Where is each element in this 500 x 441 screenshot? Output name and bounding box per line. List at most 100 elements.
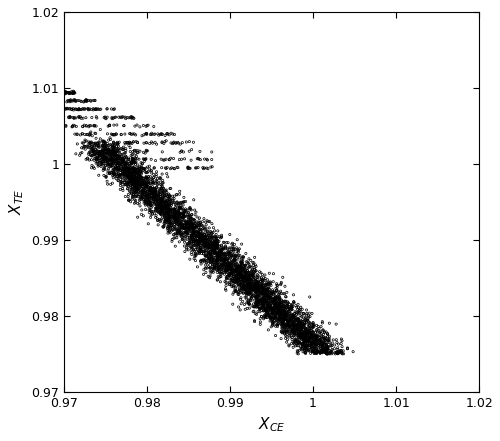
Point (287, 326, 295, 333)
Point (237, 261, 245, 268)
Point (320, 328, 328, 335)
Point (143, 192, 151, 199)
Point (242, 274, 250, 281)
Point (196, 236, 204, 243)
Point (190, 229, 198, 236)
Point (272, 310, 280, 317)
Point (215, 265, 223, 272)
Point (242, 306, 250, 313)
Point (198, 222, 205, 229)
Point (116, 161, 124, 168)
Point (237, 294, 245, 301)
Point (256, 305, 264, 312)
Point (176, 223, 184, 230)
Point (288, 312, 296, 319)
Point (151, 189, 159, 196)
Point (246, 288, 254, 295)
Point (322, 348, 330, 355)
Point (148, 140, 156, 147)
Point (178, 211, 186, 218)
Point (88, 156, 96, 163)
Point (78, 105, 86, 112)
Point (184, 164, 192, 172)
Point (334, 349, 342, 356)
Point (75, 113, 83, 120)
Point (191, 220, 199, 227)
Point (166, 209, 174, 216)
Point (164, 205, 172, 212)
Point (120, 171, 128, 178)
Point (293, 326, 301, 333)
Point (91, 97, 99, 104)
Point (102, 150, 110, 157)
Point (106, 135, 114, 142)
Point (94, 150, 102, 157)
Point (125, 142, 133, 149)
Point (247, 270, 255, 277)
Point (260, 295, 268, 302)
Point (248, 276, 256, 283)
Point (224, 261, 232, 268)
Point (132, 183, 140, 191)
Point (118, 146, 126, 153)
Point (234, 265, 242, 272)
Point (247, 285, 255, 292)
Point (290, 316, 298, 323)
Point (312, 340, 320, 347)
Point (100, 148, 108, 155)
Point (182, 228, 190, 235)
Point (136, 172, 144, 179)
Point (267, 304, 275, 311)
Point (282, 324, 290, 331)
Point (222, 262, 230, 269)
Point (138, 194, 146, 202)
Point (204, 240, 212, 247)
Point (268, 318, 276, 325)
Point (209, 258, 217, 265)
Point (311, 337, 319, 344)
Point (240, 274, 248, 281)
Point (324, 339, 332, 346)
Point (112, 154, 120, 161)
Point (312, 342, 320, 349)
Point (122, 193, 130, 200)
Point (310, 333, 318, 340)
Point (302, 333, 310, 340)
Point (233, 269, 241, 276)
Point (203, 235, 211, 243)
Point (176, 228, 184, 235)
Point (186, 239, 194, 246)
Point (200, 231, 208, 238)
Point (252, 288, 260, 295)
Point (306, 329, 314, 336)
Point (256, 299, 264, 306)
Point (206, 255, 214, 262)
Point (301, 333, 309, 340)
Point (202, 221, 210, 228)
Point (102, 152, 110, 159)
Point (288, 314, 296, 321)
Point (141, 187, 149, 194)
Point (145, 196, 153, 203)
Point (275, 300, 283, 307)
Point (108, 148, 116, 155)
Point (184, 217, 192, 224)
Point (246, 282, 254, 289)
Point (290, 313, 298, 320)
Point (131, 167, 139, 174)
Point (121, 168, 129, 175)
Point (126, 173, 134, 180)
Point (124, 197, 132, 204)
Point (150, 131, 158, 138)
Point (238, 283, 246, 290)
Point (134, 187, 141, 194)
Point (246, 276, 254, 283)
Point (137, 163, 145, 170)
Point (172, 191, 180, 198)
Point (312, 338, 320, 345)
Point (254, 283, 262, 290)
Point (288, 340, 296, 347)
Point (170, 206, 178, 213)
Point (192, 223, 200, 230)
Point (146, 187, 154, 194)
